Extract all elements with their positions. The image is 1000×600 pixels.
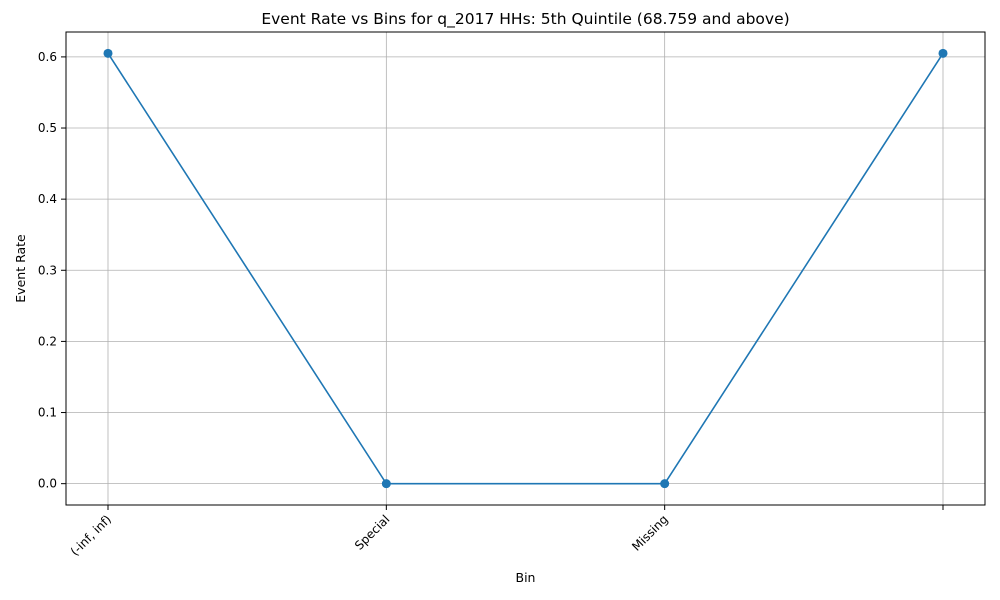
y-tick-label: 0.4 [38,192,57,206]
y-tick-label: 0.6 [38,50,57,64]
chart-title: Event Rate vs Bins for q_2017 HHs: 5th Q… [261,10,789,29]
y-tick-label: 0.0 [38,477,57,491]
y-tick-label: 0.5 [38,121,57,135]
data-point [660,479,670,489]
data-point [938,48,948,58]
axis-ticks: (-inf, inf) Special Missing 0.0 0.1 0.2 0.3 0.4… [38,50,944,559]
x-tick-label: (-inf, inf) [68,512,114,558]
x-tick-label: Special [352,512,392,552]
series-event-rate [103,48,948,489]
plot-frame [65,31,986,506]
y-axis-label: Event Rate [13,234,28,303]
data-point [381,479,391,489]
y-tick-label: 0.2 [38,334,57,348]
x-tick-label: Missing [629,512,671,554]
x-axis-label: Bin [516,570,536,585]
y-tick-label: 0.1 [38,406,57,420]
y-tick-label: 0.3 [38,263,57,277]
data-point [103,48,113,58]
series-line [107,52,944,485]
grid-lines [66,32,985,505]
